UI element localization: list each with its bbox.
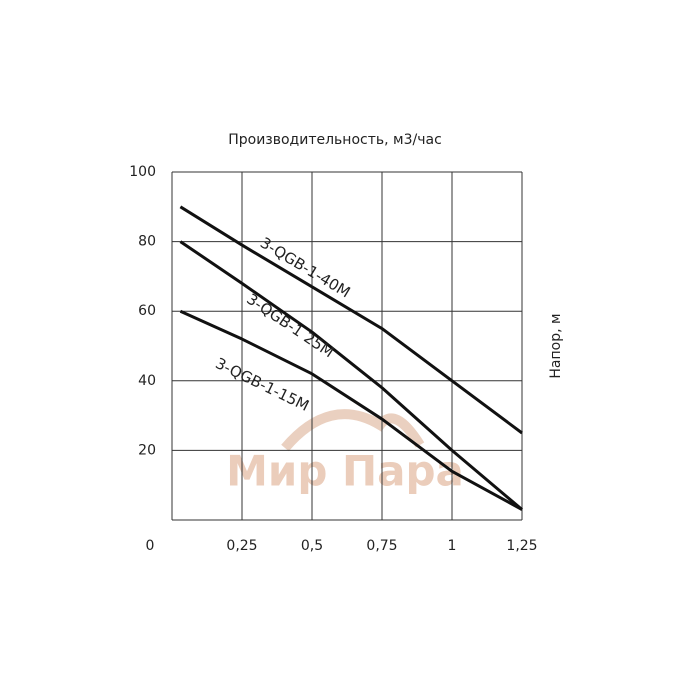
watermark-arc (281, 409, 425, 452)
chart-title: Производительность, м3/час (228, 132, 442, 148)
y-tick-label: 100 (129, 164, 156, 180)
y-tick-label: 60 (138, 303, 156, 319)
x-tick-label: 1 (448, 538, 457, 554)
curve (179, 240, 523, 511)
watermark-logo (281, 409, 425, 452)
series-label: 3-QGB-1-15M (213, 354, 312, 415)
series-label: 3-QGB-1-40M (257, 234, 353, 302)
curve (179, 309, 523, 511)
x-tick-label: 0 (146, 538, 155, 554)
y-tick-label: 20 (138, 442, 156, 458)
series-label: 3-QGB-1 25M (243, 290, 337, 361)
x-tick-label: 1,25 (506, 538, 537, 554)
x-tick-label: 0,75 (366, 538, 397, 554)
watermark: Мир Пара (226, 447, 464, 496)
y-tick-label: 40 (138, 373, 156, 389)
y-axis-title: Напор, м (548, 313, 564, 378)
curve (179, 205, 523, 435)
y-tick-label: 80 (138, 234, 156, 250)
x-tick-label: 0,25 (226, 538, 257, 554)
x-tick-label: 0,5 (301, 538, 323, 554)
